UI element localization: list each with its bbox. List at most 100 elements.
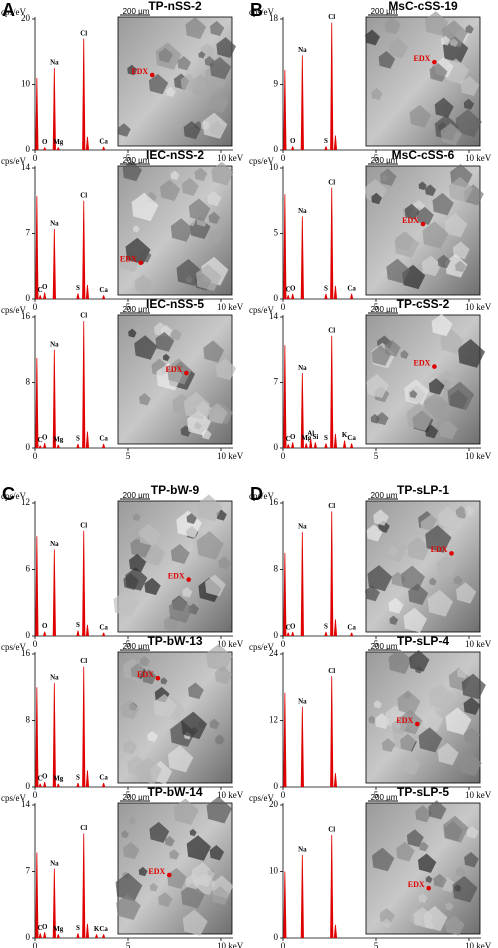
sem-texture <box>436 555 457 577</box>
edx-point <box>432 59 437 65</box>
sem-texture <box>423 392 449 419</box>
peak-label: Ca <box>347 284 356 292</box>
peak <box>85 284 90 299</box>
sem-texture <box>409 650 430 672</box>
peak-label: Na <box>50 859 59 867</box>
sem-texture <box>465 24 474 34</box>
peak <box>43 932 47 938</box>
sem-texture <box>428 378 445 395</box>
y-tick-label: 14 <box>21 162 31 172</box>
scale-bar-label: 200 µm <box>371 156 398 165</box>
sem-texture <box>170 170 180 181</box>
sem-texture <box>168 597 194 623</box>
sem-texture <box>177 56 192 71</box>
panel-label: A <box>2 0 15 20</box>
edx-label: EDX <box>148 867 165 876</box>
sem-texture <box>413 907 434 929</box>
y-tick-label: 16 <box>269 497 279 507</box>
scale-bar-label: 200 µm <box>371 7 398 16</box>
peak <box>283 692 287 787</box>
y-tick-label: 0 <box>26 932 31 942</box>
sem-texture <box>371 88 383 101</box>
sem-texture <box>406 829 424 848</box>
peak-label: Na <box>50 219 59 227</box>
peak <box>286 295 290 299</box>
sem-texture <box>437 506 459 529</box>
x-tick-label: 0 <box>33 153 38 163</box>
sem-texture <box>406 402 434 432</box>
peak <box>102 146 106 150</box>
sem-texture <box>418 181 427 191</box>
sem-texture <box>147 730 158 743</box>
sem-texture <box>454 884 462 892</box>
sem-texture <box>134 335 158 360</box>
panel-label: C <box>2 484 15 504</box>
peak-label: S <box>324 434 328 442</box>
sem-texture <box>445 901 454 911</box>
peak <box>38 783 42 787</box>
peak <box>330 335 334 448</box>
sem-texture <box>453 575 463 585</box>
peak <box>333 773 338 787</box>
sem-texture <box>138 523 161 547</box>
sem-texture <box>388 37 408 59</box>
sem-texture <box>215 358 237 381</box>
peak <box>56 147 60 150</box>
edx-point <box>155 675 161 681</box>
peak <box>85 136 90 150</box>
peak-label: O <box>42 138 48 146</box>
sem-texture <box>404 203 420 220</box>
peak-label: Ca <box>347 434 356 442</box>
peak <box>291 442 295 448</box>
peak-label: Si <box>312 433 318 441</box>
y-tick-label: 8 <box>26 377 31 387</box>
sem-texture <box>389 615 399 625</box>
sem-texture <box>206 643 233 672</box>
y-axis-label: cps/eV <box>1 642 26 652</box>
sem-texture <box>373 509 389 526</box>
sem-texture <box>188 198 211 222</box>
peak <box>82 38 86 150</box>
peak <box>350 443 354 448</box>
edx-label: EDX <box>414 54 431 63</box>
x-tick-label: 5 <box>126 302 131 312</box>
y-axis-label: cps/eV <box>249 7 274 17</box>
peak-label: Cl <box>328 326 335 334</box>
edx-label: EDX <box>168 571 185 580</box>
sem-texture <box>452 875 478 903</box>
y-tick-label: 6 <box>26 564 31 574</box>
sem-texture <box>211 886 230 906</box>
sem-texture <box>169 849 180 860</box>
sem-texture <box>210 21 225 37</box>
peak <box>76 933 80 938</box>
y-tick-label: 12 <box>269 715 278 725</box>
sem-texture <box>429 62 448 82</box>
x-tick-label: 5 <box>126 941 131 948</box>
peak-label: Cl <box>328 178 335 186</box>
sem-texture <box>188 682 204 700</box>
peak-label: C <box>38 924 43 932</box>
peak-label: Ca <box>99 773 108 781</box>
x-tick-label: 10 keV <box>465 639 492 649</box>
sem-texture <box>149 882 159 892</box>
x-tick-label: 5 <box>126 639 131 649</box>
sem-texture <box>120 699 140 720</box>
peak <box>38 445 42 448</box>
sem-texture <box>404 379 430 406</box>
peak <box>52 228 56 299</box>
sem-texture <box>425 184 437 197</box>
sem-texture <box>370 414 380 424</box>
edx-point <box>186 577 191 582</box>
peak-label: Al <box>307 429 314 437</box>
y-tick-label: 5 <box>274 228 279 238</box>
sem-texture <box>158 47 173 63</box>
peak-label: C <box>286 286 291 294</box>
y-tick-label: 24 <box>269 648 279 658</box>
x-tick-label: 0 <box>33 451 38 461</box>
x-tick-label: 0 <box>33 639 38 649</box>
peak-label: Na <box>298 845 307 853</box>
peak-label: Na <box>50 59 59 67</box>
x-tick-label: 10 keV <box>217 639 244 649</box>
peak-label: S <box>324 284 328 292</box>
